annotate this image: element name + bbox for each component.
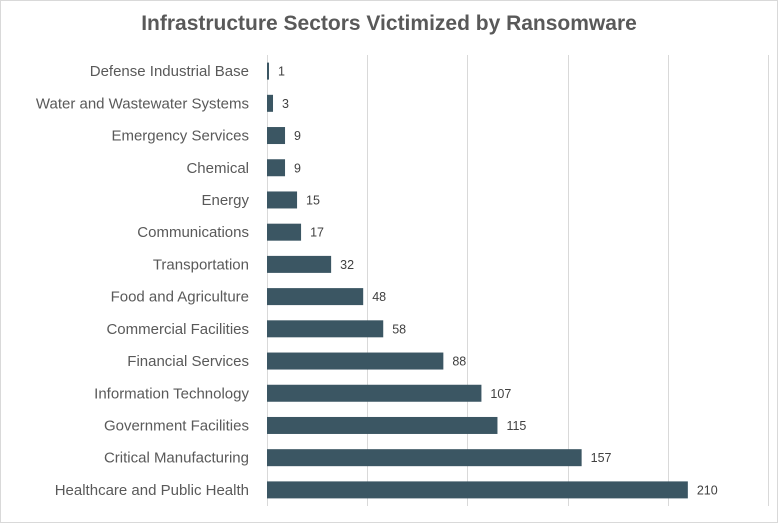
category-label: Commercial Facilities: [106, 321, 249, 338]
bar: [267, 191, 298, 209]
data-label: 210: [697, 483, 718, 497]
category-label: Critical Manufacturing: [104, 450, 249, 467]
category-label: Information Technology: [94, 385, 249, 402]
bar: [267, 62, 270, 80]
bar: [267, 288, 364, 306]
bar: [267, 159, 286, 177]
data-label: 32: [340, 258, 354, 272]
data-label: 48: [372, 290, 386, 304]
category-label: Communications: [137, 224, 249, 241]
data-label: 115: [506, 419, 526, 433]
chart-title: Infrastructure Sectors Victimized by Ran…: [141, 12, 637, 35]
category-label: Water and Wastewater Systems: [36, 95, 249, 112]
category-label: Government Facilities: [104, 417, 249, 434]
category-label: Energy: [201, 192, 249, 209]
bar: [267, 384, 482, 402]
data-label: 157: [591, 451, 612, 465]
data-label: 9: [294, 129, 301, 143]
data-label: 58: [392, 322, 406, 336]
category-label: Food and Agriculture: [111, 289, 249, 306]
bar: [267, 223, 302, 241]
category-label: Transportation: [153, 256, 249, 273]
bar: [267, 449, 582, 467]
data-label: 107: [490, 387, 511, 401]
data-label: 9: [294, 161, 301, 175]
data-label: 17: [310, 226, 324, 240]
category-label: Chemical: [186, 160, 249, 177]
category-label: Financial Services: [127, 353, 249, 370]
bar: [267, 416, 498, 434]
category-label: Emergency Services: [111, 128, 249, 145]
category-label: Defense Industrial Base: [90, 63, 249, 80]
category-label: Healthcare and Public Health: [55, 482, 249, 499]
bar: [267, 94, 274, 112]
data-label: 3: [282, 97, 289, 111]
data-label: 1: [278, 65, 285, 79]
bar: [267, 127, 286, 145]
bar: [267, 481, 688, 499]
data-label: 15: [306, 193, 320, 207]
bar: [267, 255, 332, 273]
data-label: 88: [452, 355, 466, 369]
bar: [267, 320, 384, 338]
bar: [267, 352, 444, 370]
